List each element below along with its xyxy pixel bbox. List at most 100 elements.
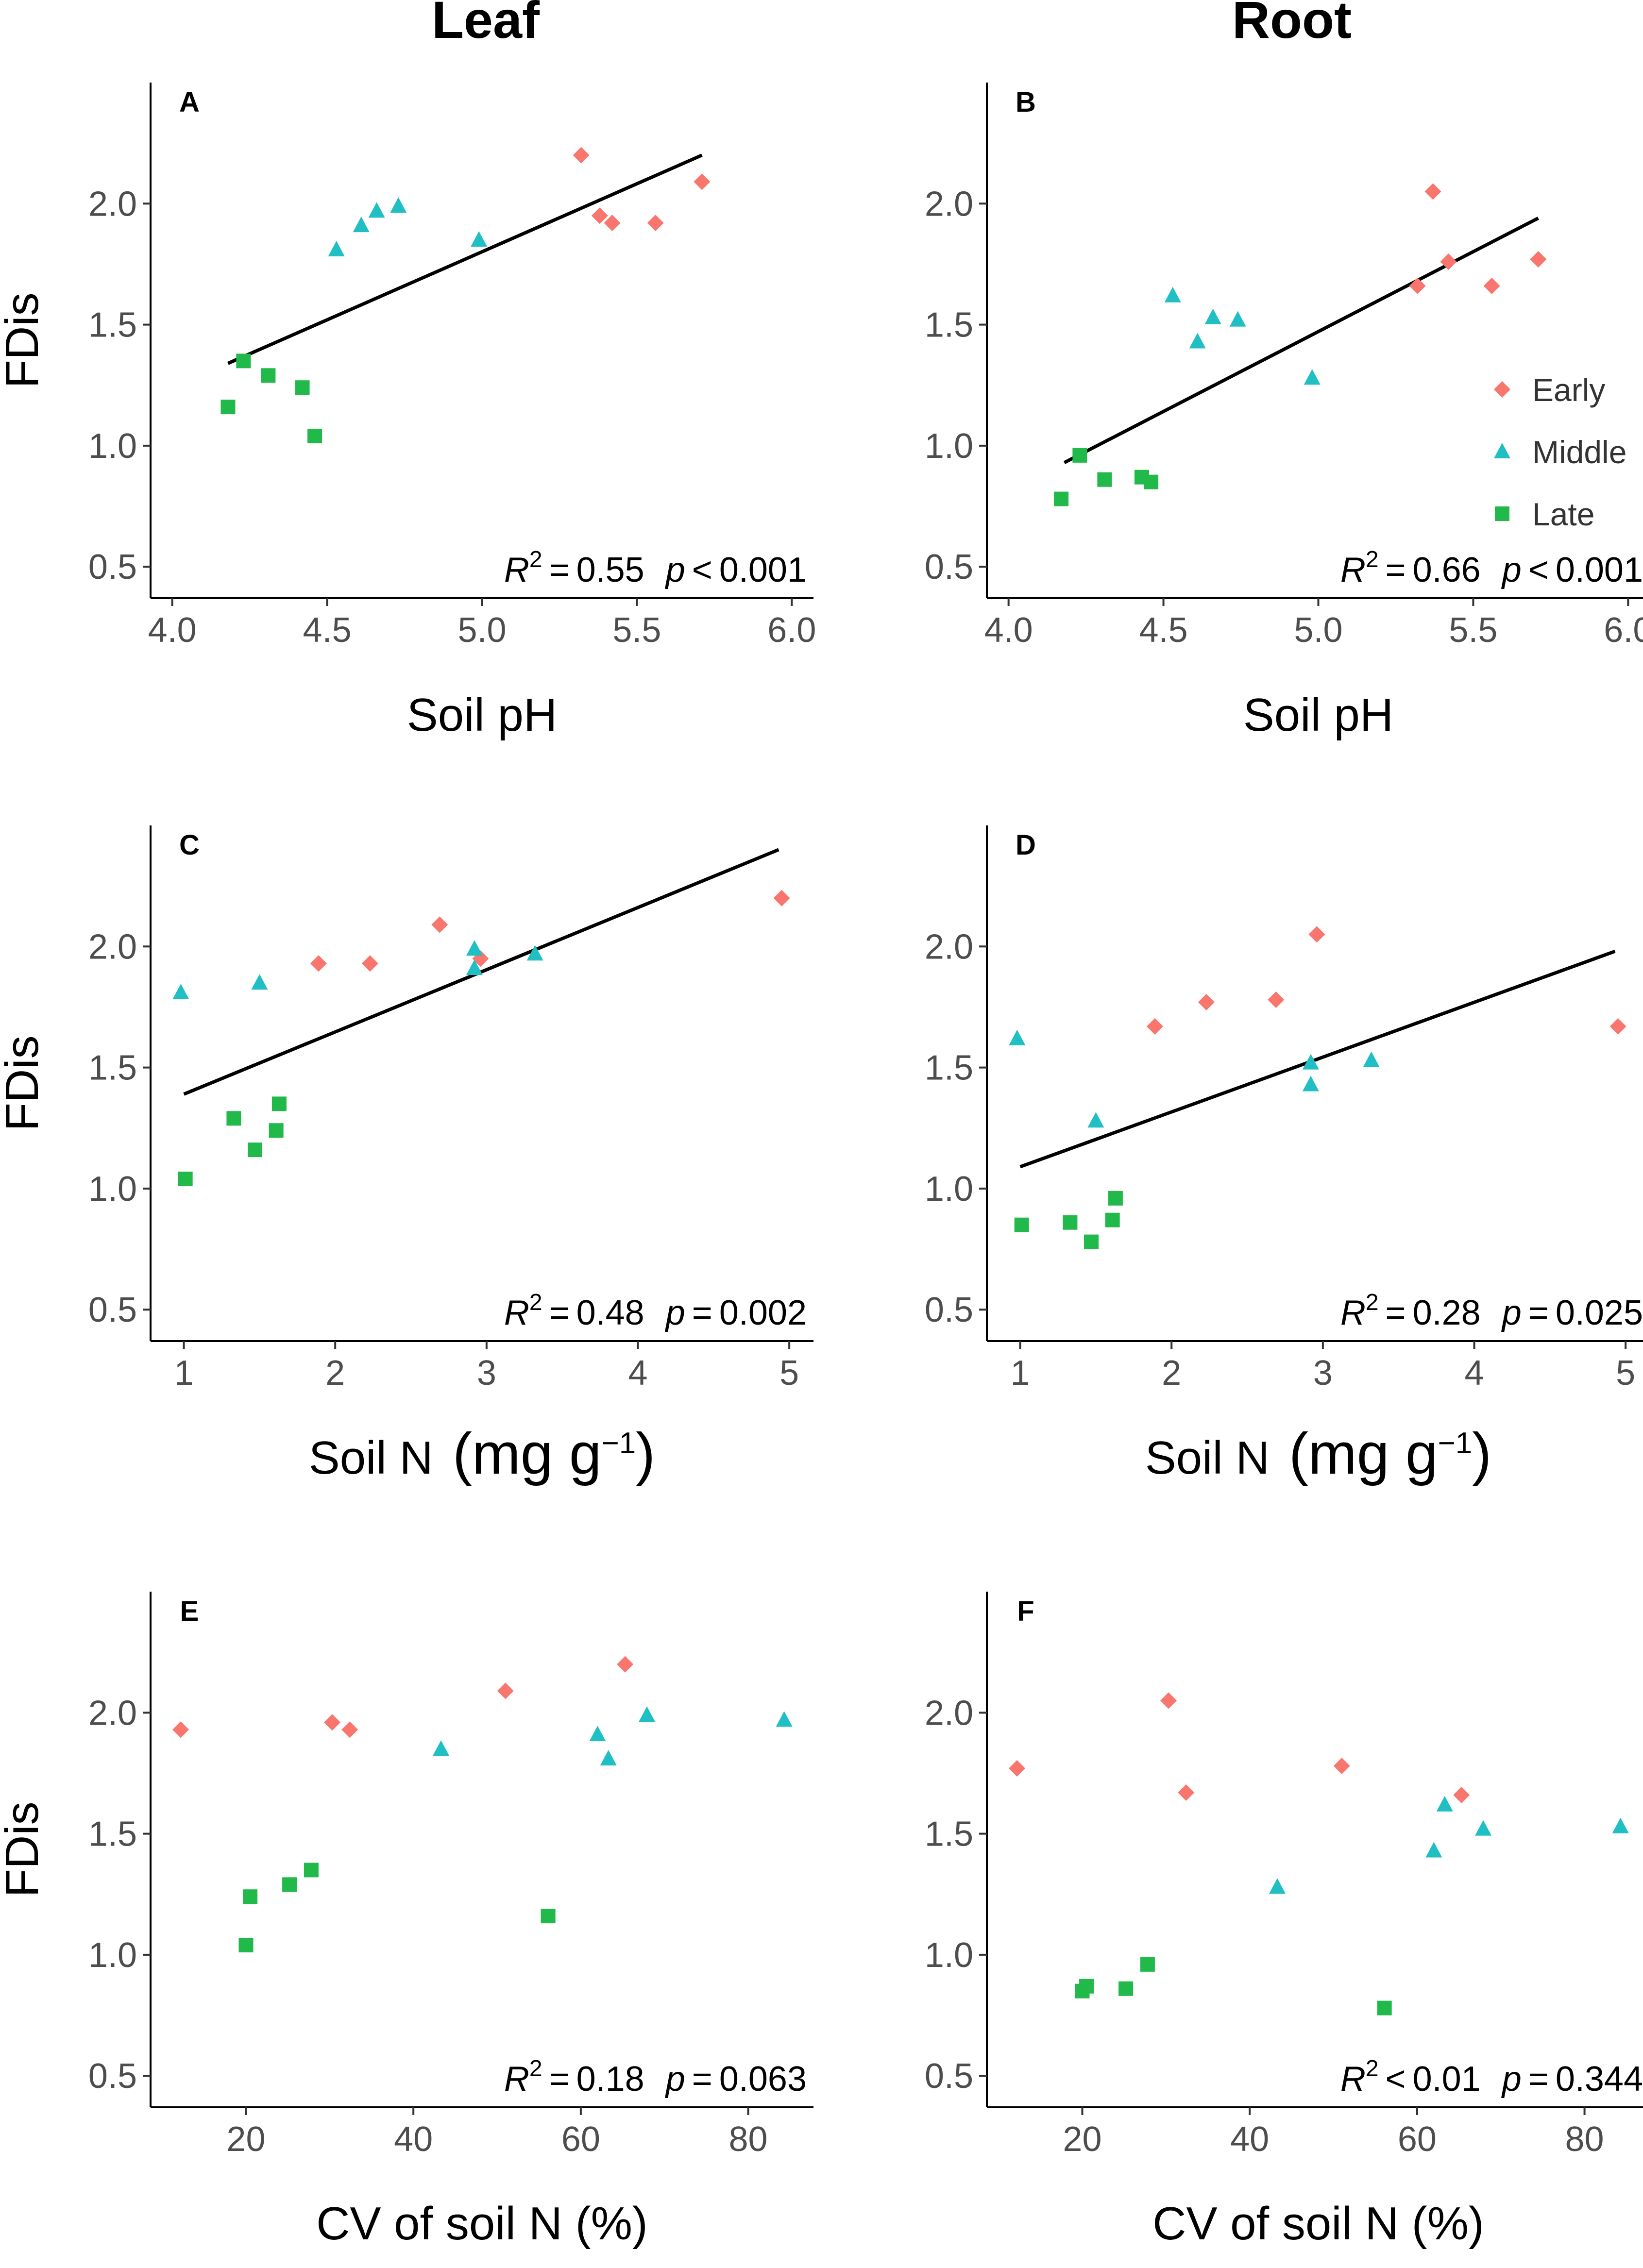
y-tick-label: 0.5 xyxy=(925,1291,973,1329)
data-point-early xyxy=(647,215,664,232)
x-tick-label: 4 xyxy=(628,1354,647,1393)
x-axis-title-main: Soil N xyxy=(309,1432,433,1484)
data-point-middle xyxy=(1164,286,1181,302)
y-tick-label: 1.0 xyxy=(88,427,137,466)
data-point-late xyxy=(1144,474,1159,489)
y-tick-label: 1.0 xyxy=(88,1936,137,1975)
y-tick-label: 2.0 xyxy=(88,185,137,223)
legend-label: Middle xyxy=(1532,434,1626,470)
y-tick-label: 1.5 xyxy=(88,1815,137,1854)
x-axis-title-main: CV of soil N (%) xyxy=(1152,2198,1484,2250)
data-point-middle xyxy=(1009,1029,1026,1045)
data-point-early xyxy=(1146,1018,1163,1035)
data-point-late xyxy=(178,1171,193,1186)
stat-r-exponent: 2 xyxy=(1366,547,1379,572)
data-point-late xyxy=(307,428,322,443)
y-tick-label: 1.5 xyxy=(925,306,973,345)
legend-marker-early xyxy=(1494,381,1510,398)
x-tick-label: 4.0 xyxy=(148,611,197,650)
y-tick-label: 2.0 xyxy=(925,927,973,966)
column-title-root: Root xyxy=(1232,0,1352,49)
data-point-early xyxy=(573,147,590,164)
stat-p-value: 0.025 xyxy=(1556,1294,1643,1332)
panel-letter: B xyxy=(1016,86,1036,118)
stat-r2-op: = xyxy=(549,2060,570,2099)
panel-letter: F xyxy=(1017,1596,1034,1627)
stat-p-label: p xyxy=(665,1294,685,1332)
series-early xyxy=(310,890,790,972)
data-point-early xyxy=(1483,277,1500,294)
regression-line xyxy=(183,848,779,1096)
data-point-late xyxy=(248,1142,263,1158)
data-point-late xyxy=(238,1937,254,1952)
data-point-early xyxy=(1160,1692,1177,1709)
stat-p-value: 0.344 xyxy=(1556,2060,1643,2099)
x-tick-label: 5 xyxy=(1616,1354,1635,1393)
stat-r2-value: 0.55 xyxy=(576,551,644,589)
data-point-late xyxy=(243,1889,258,1904)
y-tick-label: 1.5 xyxy=(88,306,137,345)
stat-p-op: = xyxy=(692,1294,712,1332)
data-point-early xyxy=(591,207,608,224)
x-tick-label: 6.0 xyxy=(1604,611,1643,650)
column-title-leaf: Leaf xyxy=(432,0,540,49)
x-axis-title: Soil N (mg g−1) xyxy=(309,1421,656,1486)
data-point-middle xyxy=(1189,333,1206,349)
y-tick-label: 2.0 xyxy=(925,185,973,223)
x-tick-label: 3 xyxy=(477,1354,496,1393)
x-tick-label: 5.0 xyxy=(457,611,506,650)
data-point-late xyxy=(226,1111,241,1126)
stat-r2-value: 0.48 xyxy=(576,1294,644,1332)
stat-annotation: R2 = 0.66 p <0.001 xyxy=(1340,547,1643,589)
stat-r-exponent: 2 xyxy=(1366,1290,1379,1315)
data-point-middle xyxy=(1612,1817,1629,1833)
data-point-middle xyxy=(433,1740,450,1756)
data-point-early xyxy=(1424,183,1441,200)
data-point-early xyxy=(1308,926,1325,943)
x-tick-label: 5.0 xyxy=(1294,611,1342,650)
x-tick-label: 2 xyxy=(325,1354,345,1393)
series-middle xyxy=(172,940,543,1000)
x-axis-title-main: Soil pH xyxy=(407,689,557,741)
data-point-middle xyxy=(1204,308,1221,324)
data-point-middle xyxy=(776,1711,793,1727)
data-point-middle xyxy=(526,945,543,961)
data-point-late xyxy=(1097,472,1112,487)
stat-r-label: R xyxy=(1340,551,1366,589)
legend-label: Late xyxy=(1532,496,1594,532)
legend-item-middle: Middle xyxy=(1494,434,1626,470)
data-point-early xyxy=(1453,1786,1470,1803)
data-point-late xyxy=(1108,1191,1123,1206)
series-late xyxy=(1014,1191,1123,1249)
x-tick-label: 40 xyxy=(394,2120,433,2159)
y-tick-label: 0.5 xyxy=(925,548,973,587)
data-point-middle xyxy=(328,241,345,257)
x-tick-label: 20 xyxy=(226,2120,265,2159)
data-point-middle xyxy=(390,197,407,213)
x-axis-title-main: Soil N xyxy=(1145,1432,1270,1484)
series-early xyxy=(1009,1692,1470,1803)
panel-letter: E xyxy=(180,1596,199,1627)
data-point-late xyxy=(1084,1234,1099,1249)
stat-p-value: 0.001 xyxy=(1556,551,1643,589)
stat-p-op: = xyxy=(692,2060,712,2099)
y-tick-label: 0.5 xyxy=(88,1291,137,1329)
data-point-late xyxy=(271,1096,287,1111)
data-point-early xyxy=(1333,1757,1350,1774)
data-point-late xyxy=(1118,1981,1134,1996)
panel-E: 0.5 1.0 1.5 2.0 20 40 60 80 E FDis CV of soil N (%… xyxy=(0,1592,813,2250)
stat-r-exponent: 2 xyxy=(1366,2056,1379,2082)
stat-p-label: p xyxy=(1501,1294,1522,1332)
data-point-early xyxy=(694,173,711,190)
data-point-middle xyxy=(353,217,370,233)
stat-r2-value: 0.66 xyxy=(1413,551,1481,589)
series-middle xyxy=(433,1706,793,1766)
y-tick-label: 0.5 xyxy=(925,2057,973,2096)
series-early xyxy=(1146,926,1626,1035)
data-point-early xyxy=(497,1682,514,1699)
series-late xyxy=(1054,448,1159,506)
data-point-late xyxy=(541,1909,556,1924)
x-axis-title: Soil pH xyxy=(1243,689,1393,741)
data-point-late xyxy=(1054,491,1069,506)
